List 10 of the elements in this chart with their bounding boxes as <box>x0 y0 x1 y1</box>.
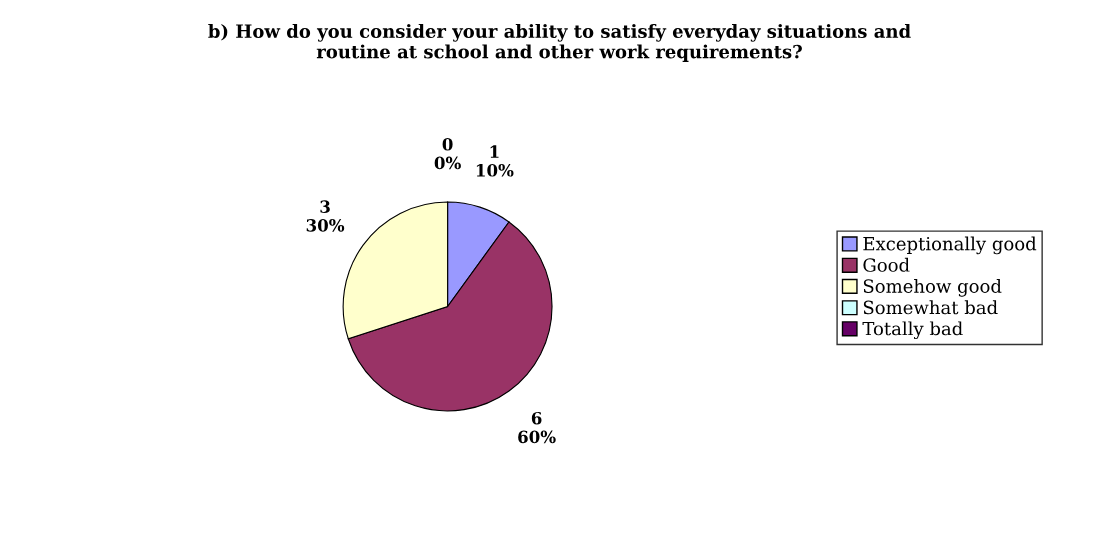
data-label: 1 10% <box>476 145 514 177</box>
legend-label: Somewhat bad <box>863 300 998 315</box>
chart-title: b) How do you consider your ability to satisfy everyday situations and routine at school and other work requirements? <box>208 23 911 62</box>
text: 0 0% <box>434 137 461 170</box>
legend-label: Exceptionally good <box>863 236 1037 255</box>
legend-label: Somehow good <box>863 278 1002 297</box>
legend-label: Totally bad <box>862 321 963 340</box>
data-label: 6 60% <box>518 411 556 444</box>
data-label: 3 30% <box>306 200 345 232</box>
legend-label: Good <box>863 257 910 272</box>
